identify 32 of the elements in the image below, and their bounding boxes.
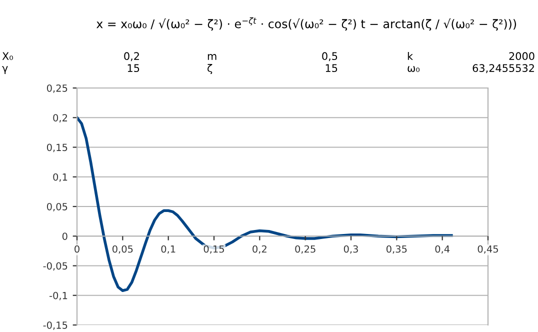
y-tick-label: -0,05 <box>43 262 68 271</box>
x-tick-label: 0,25 <box>295 245 316 254</box>
x-tick-label: 0 <box>74 245 80 253</box>
text: γ <box>2 66 8 74</box>
y-tick-label: 0 <box>62 232 68 240</box>
y-tick-label: -0,1 <box>49 292 68 300</box>
text: ω₀ <box>408 66 420 72</box>
y-tick-label: -0,15 <box>43 321 68 330</box>
text: 15 <box>128 64 140 72</box>
y-tick-label: 0,05 <box>46 202 68 212</box>
x-tick-label: 0,3 <box>344 245 358 254</box>
text: 0,2 <box>124 52 139 62</box>
x-tick-label: 0,2 <box>252 245 266 254</box>
text: ζ <box>208 64 212 74</box>
y-tick-label: 0,1 <box>53 173 68 182</box>
y-tick-label: 0,15 <box>46 144 68 152</box>
text: 2000 <box>509 52 534 60</box>
x-tick-label: 0,35 <box>386 245 407 254</box>
x-tick-label: 0,1 <box>161 245 176 254</box>
x-tick-label: 0,15 <box>204 245 224 254</box>
chart-title: x = x₀ω₀ / √(ω₀² − ζ²) · e$^{−ζt}$ · cos(√(ω₀² − ζ²) t − arctan(ζ / √(ω₀² − ζ²))) <box>96 17 516 31</box>
text: 63,2455532 <box>472 64 534 74</box>
text: X₀ <box>2 52 13 60</box>
text: 0,5 <box>322 52 338 62</box>
text: 15 <box>326 64 338 72</box>
x-tick-label: 0,45 <box>478 245 498 254</box>
y-tick-label: 0,2 <box>53 114 67 122</box>
x-tick-label: 0,05 <box>112 245 133 254</box>
y-tick-label: 0,25 <box>46 84 68 93</box>
text: m <box>208 54 216 60</box>
x-tick-label: 0,4 <box>435 245 450 254</box>
text: k <box>408 52 414 60</box>
